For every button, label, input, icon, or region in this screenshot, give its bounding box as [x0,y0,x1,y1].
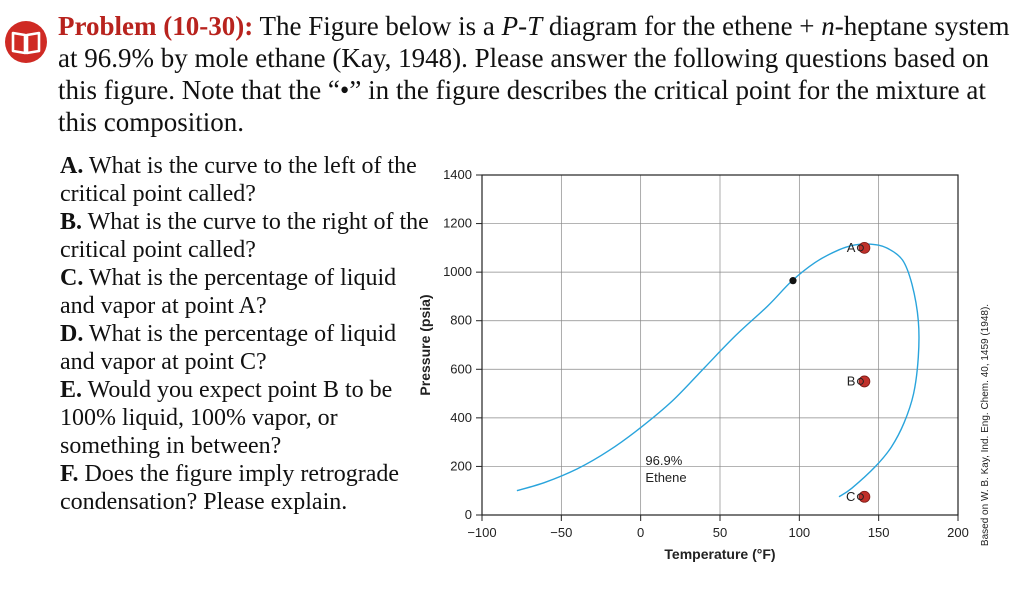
y-tick-label: 600 [450,361,472,376]
question-list: A. What is the curve to the left of the … [60,152,430,516]
problem-pt: P-T [501,11,543,41]
phase-envelope [516,243,920,498]
state-point-label: B [847,373,856,388]
y-tick-label: 1200 [443,216,472,231]
question-a: A. What is the curve to the left of the … [60,152,430,208]
question-text: Does the figure imply retrograde condens… [60,461,400,515]
state-point-a [858,241,871,254]
x-tick-label: 0 [637,525,644,540]
question-label: C. [60,265,84,291]
problem-text-1: The Figure below is a [253,11,502,41]
problem-text-3: -heptane system at 96.9% by mole ethane … [58,11,1010,137]
y-tick-label: 1000 [443,264,472,279]
question-label: F. [60,461,79,487]
question-label: B. [60,209,83,235]
phase-envelope-curve [516,243,920,498]
question-b: B. What is the curve to the right of the… [60,208,430,264]
problem-n: n [821,11,835,41]
grid [476,174,959,521]
state-point-label: C [846,489,855,504]
question-label: A. [60,153,84,179]
critical-point [789,277,797,285]
composition-label: 96.9% [645,453,682,468]
question-text: What is the curve to the left of the cri… [60,153,417,207]
x-tick-label: 50 [713,525,727,540]
question-f: F. Does the figure imply retrograde cond… [60,460,430,516]
state-point-ring [856,244,864,252]
y-tick-label: 400 [450,410,472,425]
x-tick-label: −100 [467,525,496,540]
y-tick-label: 200 [450,458,472,473]
question-text: What is the curve to the right of the cr… [60,209,429,263]
source-credit: Based on W. B. Kay, Ind. Eng. Chem. 40, … [980,304,991,546]
question-text: What is the percentage of liquid and vap… [60,265,397,319]
x-tick-label: −50 [550,525,572,540]
question-label: D. [60,321,84,347]
y-axis-label: Pressure (psia) [417,294,433,395]
problem-header: Problem (10-30): [58,11,254,41]
question-text: What is the percentage of liquid and vap… [60,321,397,375]
state-point-label: A [847,240,856,255]
y-tick-label: 800 [450,313,472,328]
question-c: C. What is the percentage of liquid and … [60,264,430,320]
problem-statement: Problem (10-30): The Figure below is a P… [58,10,1013,138]
question-label: E. [60,377,83,403]
tick-labels: −100 −50 0 50 100 150 200 0 200 400 600 800 1000 1200… [443,167,969,540]
plot-frame [481,174,959,516]
state-point-b [858,375,871,388]
y-tick-label: 1400 [443,167,472,182]
book-icon [5,21,47,63]
state-point-ring [856,377,864,385]
state-point-ring [856,493,864,501]
question-e: E. Would you expect point B to be 100% l… [60,376,430,460]
problem-text-2: diagram for the ethene + [542,11,822,41]
state-point-c [858,490,871,503]
question-text: Would you expect point B to be 100% liqu… [60,377,393,459]
x-axis-label: Temperature (°F) [664,546,775,562]
question-d: D. What is the percentage of liquid and … [60,320,430,376]
y-tick-label: 0 [465,507,472,522]
x-tick-label: 100 [788,525,810,540]
markers: A B C [789,240,871,504]
pt-diagram-chart: −100 −50 0 50 100 150 200 0 200 400 600 800 1000 1200… [417,167,991,562]
x-tick-label: 200 [947,525,969,540]
composition-label-species: Ethene [645,470,686,485]
x-tick-label: 150 [868,525,890,540]
